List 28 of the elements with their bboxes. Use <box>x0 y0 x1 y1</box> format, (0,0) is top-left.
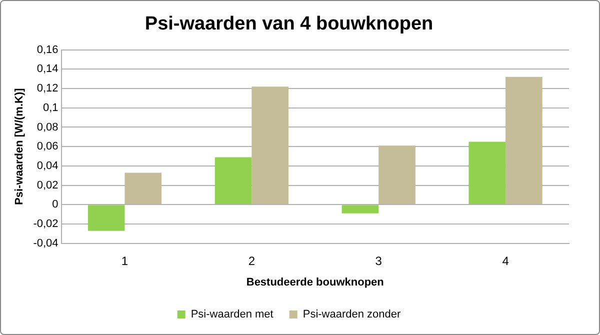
x-tick-label: 3 <box>375 254 382 268</box>
bar <box>506 76 542 204</box>
legend-label: Psi-waarden met <box>190 308 274 321</box>
x-tick-label: 4 <box>502 254 510 268</box>
bar <box>252 86 288 204</box>
chart-title: Psi-waarden van 4 bouwknopen <box>144 14 434 35</box>
y-tick-label: -0,02 <box>33 218 58 230</box>
y-tick-label: 0,04 <box>36 160 58 172</box>
y-tick-label: 0 <box>52 198 58 211</box>
x-axis-title: Bestudeerde bouwknopen <box>246 276 384 288</box>
y-axis-title: Psi-waarden [W/(m.K)] <box>14 88 26 205</box>
legend-label: Psi-waarden zonder <box>302 308 402 321</box>
bar <box>468 142 506 204</box>
y-tick-label: 0,06 <box>36 140 58 153</box>
y-tick-label: 0,14 <box>36 63 58 76</box>
bar <box>214 157 252 204</box>
y-tick-label: 0,1 <box>42 102 58 114</box>
bar <box>124 172 162 204</box>
y-tick-label: 0,02 <box>36 179 58 192</box>
bar <box>378 146 416 204</box>
bar <box>342 205 379 214</box>
y-tick-label: 0,16 <box>36 44 58 56</box>
y-tick-label: 0,08 <box>36 121 58 134</box>
y-tick-label: -0,04 <box>33 237 58 250</box>
y-tick-label: 0,12 <box>36 82 58 95</box>
x-tick-label: 1 <box>121 254 128 268</box>
x-tick-label: 2 <box>248 254 256 268</box>
bar <box>88 205 125 231</box>
